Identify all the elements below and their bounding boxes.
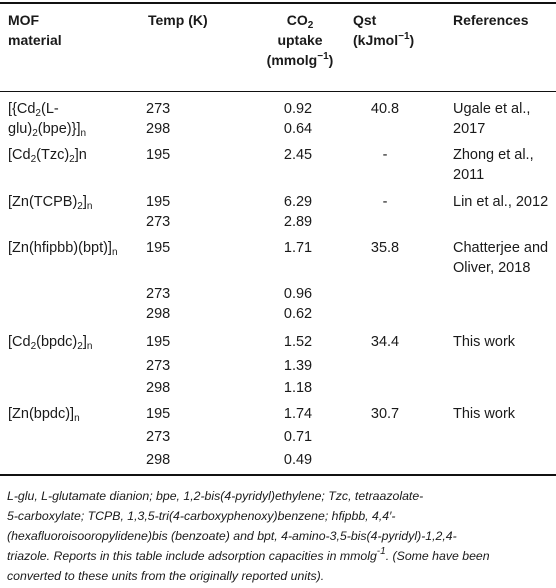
mof-material-cell: [{Cd2(L- glu)2(bpe)}]n: [8, 101, 87, 139]
co2-uptake-cell: 0.64: [283, 121, 313, 137]
temp-cell: 195: [146, 240, 171, 256]
co2-uptake-cell: 6.29: [283, 194, 313, 210]
temp-cell: 298: [146, 306, 171, 322]
qst-cell: 35.8: [370, 240, 400, 256]
qst-cell: 34.4: [370, 334, 400, 350]
reference-cell: This work: [453, 334, 516, 350]
temp-cell: 298: [146, 380, 171, 396]
temp-cell: 195: [146, 406, 171, 422]
header-co2-uptake: CO2 uptake (mmolg−1): [266, 12, 334, 68]
co2-uptake-cell: 1.39: [283, 358, 313, 374]
table-footnote: L-glu, L-glutamate dianion; bpe, 1,2-bis…: [7, 489, 490, 583]
temp-cell: 298: [146, 452, 171, 468]
temp-cell: 195: [146, 194, 171, 210]
co2-uptake-cell: 1.18: [283, 380, 313, 396]
temp-cell: 195: [146, 334, 171, 350]
mof-material-cell: [Cd2(Tzc)2]n: [8, 147, 87, 165]
temp-cell: 273: [146, 286, 171, 302]
co2-uptake-cell: 0.49: [283, 452, 313, 468]
co2-uptake-cell: 0.92: [283, 101, 313, 117]
table-bottom-rule: [0, 474, 556, 476]
temp-cell: 273: [146, 358, 171, 374]
co2-uptake-cell: 0.71: [283, 429, 313, 445]
reference-cell: This work: [453, 406, 516, 422]
header-qst: Qst (kJmol−1): [353, 12, 415, 48]
co2-uptake-cell: 1.52: [283, 334, 313, 350]
reference-cell: Chatterjee and Oliver, 2018: [453, 240, 549, 276]
qst-cell: -: [382, 147, 388, 163]
co2-uptake-cell: 0.62: [283, 306, 313, 322]
temp-cell: 195: [146, 147, 171, 163]
reference-cell: Zhong et al., 2011: [453, 147, 534, 183]
header-mof-material: MOF material: [8, 12, 62, 48]
co2-uptake-cell: 1.74: [283, 406, 313, 422]
qst-cell: 30.7: [370, 406, 400, 422]
co2-uptake-cell: 2.45: [283, 147, 313, 163]
mof-material-cell: [Zn(TCPB)2]n: [8, 194, 93, 212]
co2-uptake-cell: 1.71: [283, 240, 313, 256]
co2-uptake-cell: 0.96: [283, 286, 313, 302]
mof-material-cell: [Zn(bpdc)]n: [8, 406, 80, 424]
header-references: References: [453, 12, 529, 28]
temp-cell: 273: [146, 214, 171, 230]
mof-material-cell: [Cd2(bpdc)2]n: [8, 334, 93, 352]
header-rule: [0, 91, 556, 92]
reference-cell: Lin et al., 2012: [453, 194, 549, 210]
mof-material-cell: [Zn(hfipbb)(bpt)]n: [8, 240, 118, 258]
temp-cell: 273: [146, 101, 171, 117]
table-top-rule: [0, 2, 556, 4]
qst-cell: -: [382, 194, 388, 210]
header-temp: Temp (K): [148, 12, 208, 28]
qst-cell: 40.8: [370, 101, 400, 117]
co2-uptake-cell: 2.89: [283, 214, 313, 230]
temp-cell: 273: [146, 429, 171, 445]
temp-cell: 298: [146, 121, 171, 137]
reference-cell: Ugale et al., 2017: [453, 101, 531, 137]
